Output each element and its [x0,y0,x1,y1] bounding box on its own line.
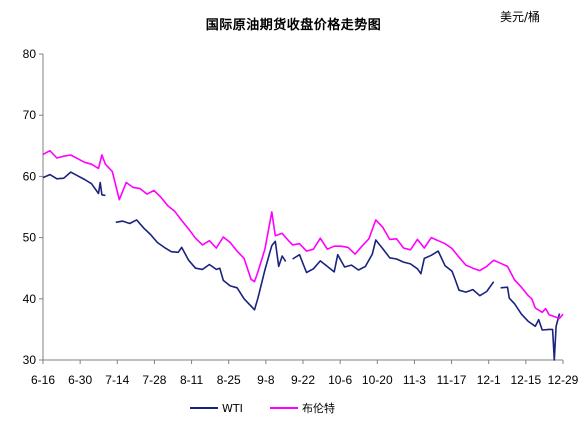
x-tick-label: 10-6 [328,373,352,387]
series-line-WTI [115,219,287,311]
unit-label: 美元/桶 [500,10,541,24]
x-tick-label: 8-25 [217,373,241,387]
x-tick-label: 12-15 [511,373,542,387]
y-tick-label: 80 [23,47,37,61]
series-line-WTI [292,239,495,297]
x-tick-label: 6-30 [68,373,92,387]
x-tick-label: 9-8 [257,373,275,387]
axes: 30 40 50 60 70 80 6-16 6-30 7-14 7-28 8-11 8-25 9-8 9… [23,47,579,387]
chart-title: 国际原油期货收盘价格走势图 [205,18,382,33]
x-tick-label: 11-17 [437,373,467,387]
series-line-WTI [42,171,106,197]
x-tick-label: 7-28 [142,373,166,387]
legend-label-WTI: WTI [222,402,243,415]
y-tick-label: 50 [23,231,37,245]
legend-label-布伦特: 布伦特 [302,401,335,415]
x-tick-label: 9-22 [291,373,315,387]
x-tick-label: 8-11 [180,373,203,387]
series-line-WTI [500,286,561,361]
y-tick-label: 70 [23,108,37,122]
x-tick-label: 7-14 [105,373,129,387]
legend: WTI 布伦特 [190,401,335,415]
x-tick-label: 12-29 [548,373,579,387]
y-tick-label: 40 [23,292,37,306]
x-tick-label: 12-1 [477,373,501,387]
x-tick-label: 10-20 [362,373,393,387]
y-tick-label: 30 [23,353,37,367]
series-line-布伦特 [42,149,564,320]
x-tick-label: 11-3 [403,373,426,387]
x-tick-label: 6-16 [31,373,55,387]
y-tick-label: 60 [23,169,37,183]
series-layer [42,149,564,361]
